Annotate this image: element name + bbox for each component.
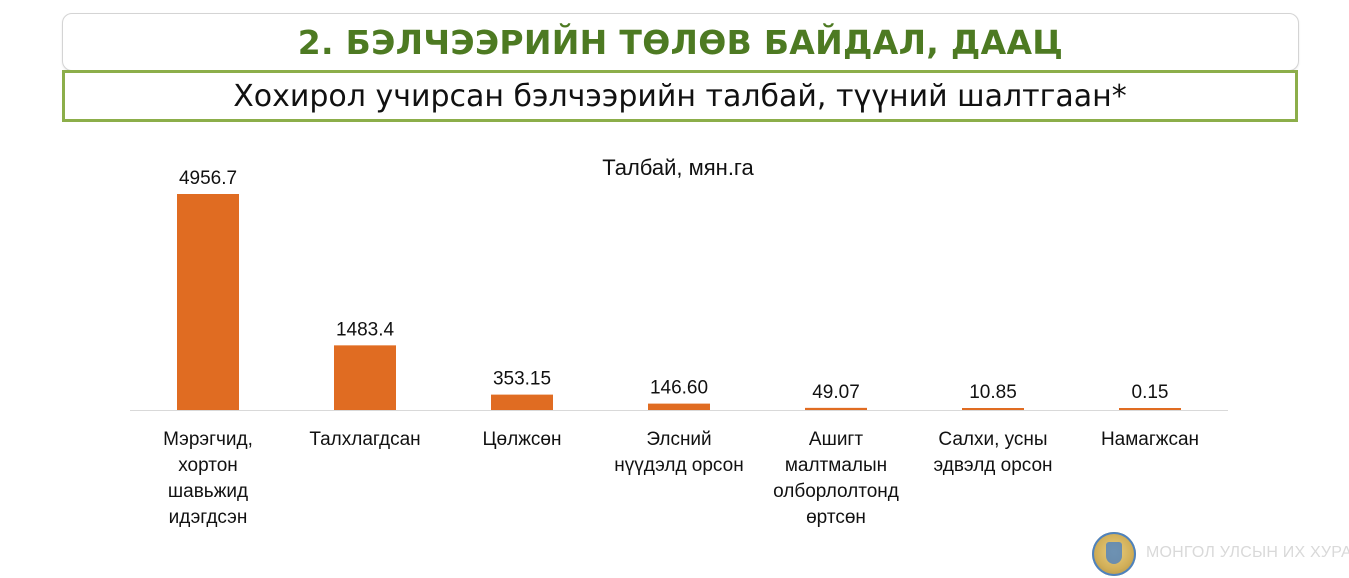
value-label-4: 146.60 bbox=[650, 378, 708, 399]
bar-3 bbox=[491, 394, 553, 410]
value-label-7: 0.15 bbox=[1132, 382, 1169, 403]
value-label-2: 1483.4 bbox=[336, 319, 395, 340]
category-label-6: Салхи, усны эдвэлд орсон bbox=[933, 429, 1052, 476]
slide-subtitle: Хохирол учирсан бэлчээрийн талбай, түүни… bbox=[233, 78, 1127, 114]
category-label-4: Элсний нүүдэлд орсон bbox=[614, 429, 743, 476]
watermark-text: МОНГОЛ УЛСЫН ИХ ХУРАЛ bbox=[1146, 544, 1349, 561]
category-label-7: Намагжсан bbox=[1101, 429, 1199, 450]
subtitle-banner: Хохирол учирсан бэлчээрийн талбай, түүни… bbox=[62, 70, 1298, 122]
category-label-3: Цөлжсөн bbox=[483, 429, 562, 450]
bar-group bbox=[177, 194, 1181, 410]
value-label-6: 10.85 bbox=[969, 382, 1017, 403]
value-label-5: 49.07 bbox=[812, 382, 860, 403]
category-label-1: Мэрэгчид, хортон шавьжид идэгдсэн bbox=[163, 429, 253, 528]
bar-1 bbox=[177, 194, 239, 410]
category-label-2: Талхлагдсан bbox=[309, 429, 420, 450]
bar-2 bbox=[334, 345, 396, 410]
bar-5 bbox=[805, 407, 867, 410]
value-label-1: 4956.7 bbox=[179, 168, 237, 189]
category-label-5: Ашигт малтмалын олборлолтонд өртсөн bbox=[773, 429, 899, 528]
bar-6 bbox=[962, 408, 1024, 410]
slide-title: 2. БЭЛЧЭЭРИЙН ТӨЛӨВ БАЙДАЛ, ДААЦ bbox=[297, 22, 1064, 62]
value-label-group: 4956.7 1483.4 353.15 146.60 49.07 10.85 0.15 bbox=[179, 168, 1169, 403]
title-banner: 2. БЭЛЧЭЭРИЙН ТӨЛӨВ БАЙДАЛ, ДААЦ bbox=[62, 13, 1299, 71]
category-label-group: Мэрэгчид, хортон шавьжид идэгдсэн Талхлагдса… bbox=[163, 429, 1199, 528]
value-label-3: 353.15 bbox=[493, 369, 551, 390]
state-emblem-icon bbox=[1092, 532, 1136, 576]
chart-title: Талбай, мян.га bbox=[602, 155, 754, 180]
bar-4 bbox=[648, 403, 710, 410]
bar-7 bbox=[1119, 408, 1181, 410]
